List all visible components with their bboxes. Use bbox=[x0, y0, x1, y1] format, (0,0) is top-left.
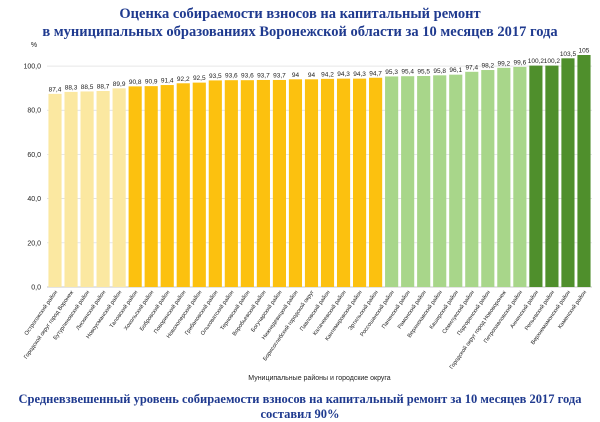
x-category-label: Таловский район bbox=[108, 289, 139, 329]
bar-value-label: 100,2 bbox=[544, 58, 561, 65]
x-category-label: Панинский район bbox=[380, 289, 412, 330]
bar-value-label: 95,8 bbox=[433, 68, 446, 75]
x-category-label: Павловский район bbox=[298, 289, 331, 332]
summary-footer: Средневзвешенный уровень собираемости вз… bbox=[18, 392, 582, 421]
bar bbox=[401, 76, 415, 287]
bar bbox=[449, 74, 463, 287]
x-category-label: Каменский район bbox=[557, 289, 589, 330]
bar-value-label: 95,3 bbox=[385, 69, 398, 76]
bar bbox=[336, 78, 351, 287]
bar-value-label: 94 bbox=[292, 72, 300, 79]
x-category-label: Лискинский район bbox=[75, 289, 108, 331]
bar-value-label: 87,4 bbox=[49, 86, 62, 93]
bar bbox=[48, 93, 62, 287]
bar bbox=[272, 79, 286, 287]
bar-value-label: 90,9 bbox=[145, 79, 158, 86]
bar bbox=[353, 78, 367, 287]
bar-value-label: 88,3 bbox=[65, 84, 78, 91]
bar bbox=[497, 67, 511, 287]
bar-value-label: 88,7 bbox=[97, 84, 110, 91]
bar-value-label: 90,8 bbox=[129, 79, 142, 86]
bar bbox=[513, 66, 527, 287]
bar bbox=[288, 79, 303, 287]
bar-value-label: 94,3 bbox=[353, 71, 366, 78]
bar-value-label: 88,5 bbox=[81, 84, 94, 91]
y-tick-label: 60,0 bbox=[27, 152, 41, 159]
x-category-label: Эртильский район bbox=[347, 289, 380, 332]
y-axis-label: % bbox=[31, 42, 37, 49]
bar-value-label: 89,9 bbox=[113, 81, 126, 88]
bar-value-label: 99,2 bbox=[498, 60, 511, 67]
bar bbox=[545, 65, 559, 287]
bar-value-label: 95,5 bbox=[417, 68, 430, 75]
bar bbox=[144, 86, 158, 287]
bar-value-label: 98,2 bbox=[481, 63, 494, 70]
bar bbox=[465, 71, 479, 287]
x-category-label: Терновский район bbox=[219, 289, 252, 332]
bar-value-label: 92,5 bbox=[193, 75, 206, 82]
bar-value-label: 93,6 bbox=[225, 73, 238, 80]
bar-value-label: 94,2 bbox=[321, 71, 334, 78]
bar bbox=[256, 79, 270, 287]
chart-title-line1: Оценка собираемости взносов на капитальн… bbox=[119, 6, 481, 22]
x-category-label: Хохольский район bbox=[123, 289, 156, 332]
x-category-label: Репьевский район bbox=[523, 289, 556, 332]
bar-value-label: 103,5 bbox=[560, 51, 577, 58]
bar-value-label: 93,6 bbox=[241, 73, 254, 80]
bar bbox=[320, 78, 335, 287]
bar-value-label: 97,4 bbox=[465, 64, 478, 71]
bar bbox=[385, 76, 399, 288]
bar-value-label: 93,5 bbox=[209, 73, 222, 80]
bar-value-label: 93,7 bbox=[257, 72, 270, 79]
x-category-label: Бобровский район bbox=[138, 289, 171, 332]
bar-value-label: 99,6 bbox=[514, 59, 527, 66]
bar bbox=[208, 80, 222, 288]
bar bbox=[481, 70, 495, 287]
bar-value-label: 94,7 bbox=[369, 70, 382, 77]
bar-value-label: 94,3 bbox=[337, 71, 350, 78]
bar bbox=[433, 75, 447, 287]
bar-value-label: 100,2 bbox=[528, 58, 545, 65]
bar bbox=[128, 86, 142, 287]
bar bbox=[80, 91, 94, 287]
bar bbox=[224, 80, 238, 287]
bar-value-label: 92,2 bbox=[177, 76, 190, 83]
x-category-label: Аннинский район bbox=[509, 289, 540, 330]
bar bbox=[529, 65, 543, 287]
bar bbox=[64, 91, 78, 287]
bar bbox=[577, 55, 591, 287]
bar bbox=[369, 77, 383, 288]
bar-value-label: 91,4 bbox=[161, 78, 174, 85]
bar-value-label: 105 bbox=[579, 48, 590, 55]
bar bbox=[561, 58, 575, 287]
y-tick-label: 100,0 bbox=[23, 64, 41, 71]
bar-value-label: 93,7 bbox=[273, 72, 286, 79]
y-tick-label: 40,0 bbox=[27, 196, 41, 203]
bar bbox=[240, 80, 254, 287]
bar bbox=[96, 91, 110, 288]
y-tick-label: 0,0 bbox=[31, 285, 41, 292]
y-tick-label: 20,0 bbox=[27, 240, 41, 247]
x-axis-label: Муниципальные районы и городские округа bbox=[248, 374, 391, 382]
bar bbox=[192, 82, 206, 287]
bar-value-label: 95,4 bbox=[401, 69, 414, 76]
y-tick-label: 80,0 bbox=[27, 108, 41, 115]
bar bbox=[176, 83, 190, 287]
bar-value-label: 94 bbox=[308, 72, 316, 79]
bar-value-label: 96,1 bbox=[449, 67, 462, 74]
bar bbox=[417, 75, 431, 287]
bar bbox=[112, 88, 126, 288]
bar bbox=[160, 85, 174, 287]
x-category-label: Каширский район bbox=[428, 289, 460, 330]
chart-title-line2: в муниципальных образованиях Воронежской… bbox=[42, 24, 558, 40]
bar-chart: %0,020,040,060,080,0100,087,4Острогожски… bbox=[22, 42, 592, 382]
bar bbox=[304, 79, 319, 287]
x-category-label: Рамонский район bbox=[396, 289, 428, 330]
